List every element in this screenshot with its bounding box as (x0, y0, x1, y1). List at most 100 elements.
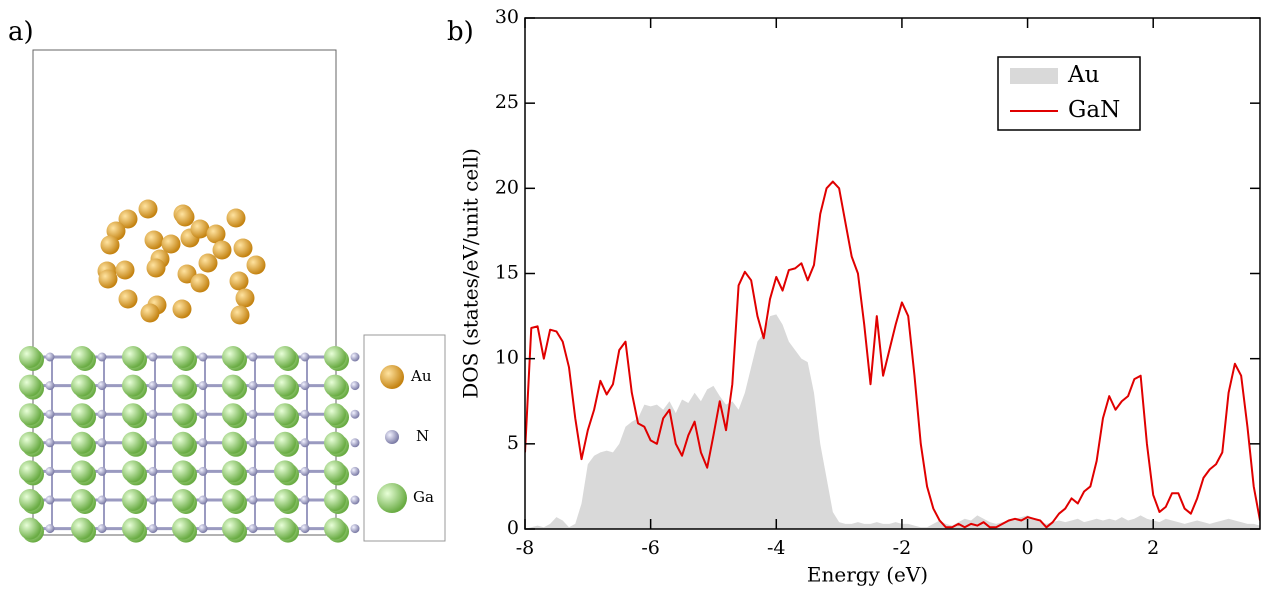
n-atom (300, 495, 310, 505)
au-atom (100, 235, 120, 255)
n-atom (198, 495, 208, 505)
au-atom (226, 208, 246, 228)
n-atom (97, 381, 107, 391)
ga-atom (19, 489, 41, 511)
n-atom (45, 495, 55, 505)
ga-atom (19, 460, 41, 483)
au-atom (206, 224, 226, 244)
au-atom (98, 269, 118, 289)
ga-atom (222, 517, 244, 540)
ga-atom (222, 460, 244, 483)
n-atom (350, 438, 360, 448)
n-atom (248, 409, 258, 419)
ga-atom (324, 431, 346, 454)
legend-label: Au (1067, 62, 1099, 88)
ga-atom (122, 346, 144, 368)
n-atom (198, 524, 208, 534)
n-atom (198, 352, 208, 362)
au-atom (118, 289, 138, 309)
ga-atom (172, 517, 194, 540)
legend-swatch (1010, 68, 1058, 84)
ga-atom (222, 374, 244, 397)
ga-atom (19, 346, 41, 368)
au-atom (190, 219, 210, 239)
ga-atom (324, 374, 346, 397)
x-tick-label: -8 (516, 537, 535, 559)
ga-atom (172, 346, 194, 368)
line (525, 180, 1260, 529)
n-atom (248, 495, 258, 505)
y-tick-label: 5 (507, 432, 519, 454)
au-atom (138, 199, 158, 219)
n-atom (300, 381, 310, 391)
structure (19, 49, 360, 543)
ga-atom (274, 431, 296, 454)
au-atom (212, 240, 232, 260)
ga-atom (324, 403, 346, 426)
ga-atom (274, 346, 296, 368)
n-atom (97, 409, 107, 419)
n-atom (97, 352, 107, 362)
ga-atom (71, 403, 93, 426)
legend-atom (377, 483, 407, 513)
n-atom (148, 466, 158, 476)
ga-atom (274, 403, 296, 426)
au-atom (230, 305, 250, 325)
ga-atom (222, 489, 244, 511)
y-tick-label: 25 (495, 91, 519, 113)
n-atom (148, 495, 158, 505)
ga-atom (274, 460, 296, 483)
ga-atom (71, 374, 93, 397)
n-atom (248, 381, 258, 391)
n-atom (300, 438, 310, 448)
panel-label: b) (447, 17, 474, 47)
y-axis-label: DOS (states/eV/unit cell) (459, 148, 483, 399)
n-atom (148, 381, 158, 391)
ga-atom (19, 374, 41, 397)
n-atom (45, 438, 55, 448)
legend-atom (380, 365, 404, 389)
n-atom (198, 466, 208, 476)
ga-atom (122, 460, 144, 483)
legend-label: N (416, 427, 429, 445)
n-atom (45, 524, 55, 534)
x-tick-label: 0 (1022, 537, 1034, 559)
n-atom (248, 466, 258, 476)
au-atom (235, 288, 255, 308)
y-tick-label: 0 (507, 517, 519, 539)
n-atom (45, 352, 55, 362)
au-atom (175, 207, 195, 227)
au-atom (229, 271, 249, 291)
ga-atom (122, 431, 144, 454)
n-atom (45, 381, 55, 391)
au-atom (233, 238, 253, 258)
ga-atom (324, 460, 346, 483)
x-axis-label: Energy (eV) (807, 563, 928, 587)
ga-atom (71, 517, 93, 540)
n-atom (45, 409, 55, 419)
n-atom (148, 409, 158, 419)
y-tick-label: 20 (495, 176, 519, 198)
n-atom (148, 524, 158, 534)
n-atom (350, 381, 360, 391)
ga-atom (71, 489, 93, 511)
au-atom (146, 258, 166, 278)
n-atom (97, 495, 107, 505)
ga-atom (222, 403, 244, 426)
ga-atom (122, 374, 144, 397)
atom-legend-box (363, 334, 446, 542)
ga-atom (172, 431, 194, 454)
ga-atom (324, 489, 346, 511)
y-tick-label: 15 (495, 262, 519, 284)
n-atom (97, 524, 107, 534)
x-tick-label: 2 (1147, 537, 1159, 559)
ga-atom (19, 517, 41, 540)
ga-atom (222, 431, 244, 454)
n-atom (198, 409, 208, 419)
n-atom (97, 438, 107, 448)
y-tick-label: 10 (495, 347, 519, 369)
ga-atom (324, 517, 346, 540)
n-atom (350, 495, 360, 505)
n-atom (248, 352, 258, 362)
